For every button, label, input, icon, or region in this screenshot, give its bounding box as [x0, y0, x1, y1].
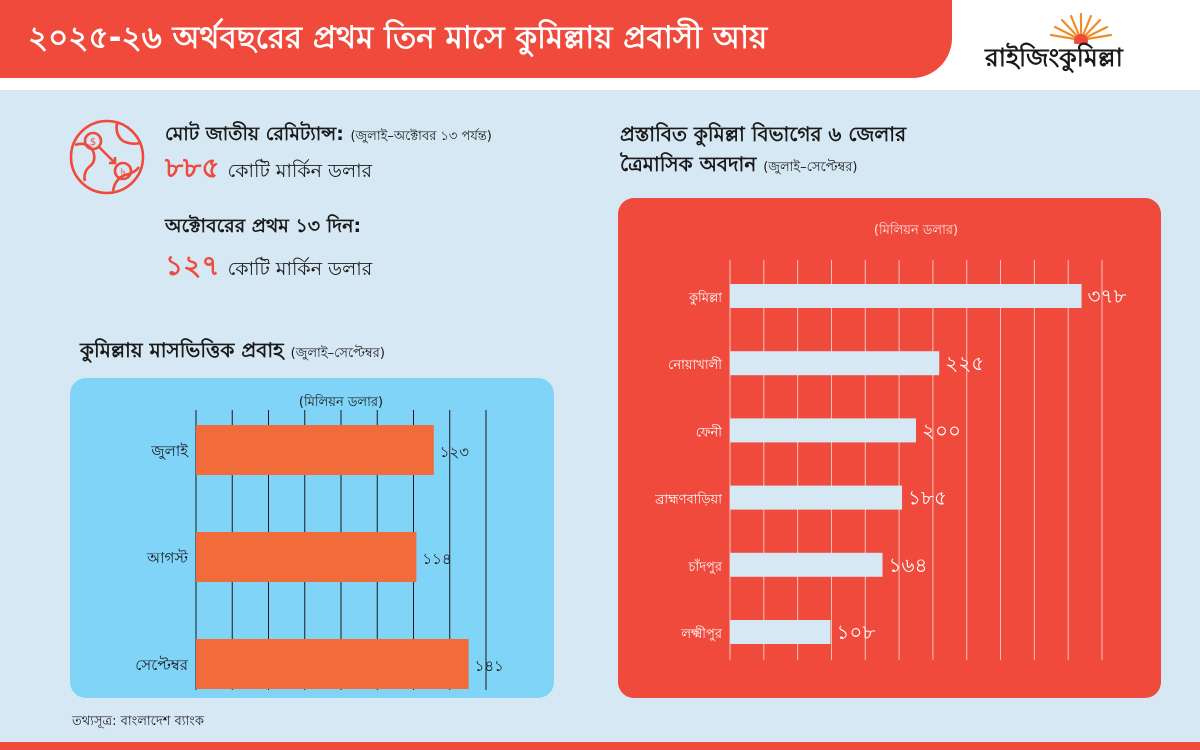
unit-label: (মিলিয়ন ডলার)	[299, 394, 383, 410]
district-chart-title: প্রস্তাবিত কুমিল্লা বিভাগের ৬ জেলার	[620, 122, 907, 146]
district-contribution-chart: (মিলিয়ন ডলার) কুমিল্লা ৩৭৮ নোয়াখালী ২২৫ ফেন…	[654, 222, 1127, 660]
data-source: তথ্যসূত্র: বাংলাদেশ ব্যাংক	[72, 714, 204, 729]
category-label: ফেনী	[696, 424, 723, 440]
value-label: ১১৪	[422, 550, 451, 568]
remittance-globe-icon: $ ৳	[69, 119, 145, 195]
logo-text: রাইজিংকুমিল্লা	[985, 43, 1123, 72]
district-chart-subtitle: (জুলাই–সেপ্টেম্বর)	[763, 160, 858, 175]
bar-2	[730, 351, 940, 376]
value-label: ২২৫	[945, 351, 984, 375]
bottom-rule	[0, 742, 1200, 750]
value-label: ২০০	[922, 418, 961, 442]
bar-4	[730, 485, 903, 510]
monthly-chart-subtitle: (জুলাই–সেপ্টেম্বর)	[290, 346, 385, 361]
total-remittance-unit: কোটি মার্কিন ডলার	[227, 160, 373, 182]
value-label: ১২৩	[440, 443, 469, 461]
district-chart-title-line2: ত্রৈমাসিক অবদান (জুলাই–সেপ্টেম্বর)	[620, 152, 858, 176]
value-label: ১৪১	[475, 657, 504, 675]
value-label: ১৮৫	[908, 486, 947, 510]
october-remittance-unit: কোটি মার্কিন ডলার	[227, 258, 373, 280]
october-remittance-label: অক্টোবরের প্রথম ১৩ দিন:	[165, 215, 362, 237]
category-label: কুমিল্লা	[688, 290, 722, 306]
category-label: আগস্ট	[146, 549, 188, 567]
total-remittance-value: ৮৮৫ কোটি মার্কিন ডলার	[165, 146, 372, 193]
category-label: ব্রাহ্মণবাড়িয়া	[654, 492, 722, 508]
district-chart-panel: (মিলিয়ন ডলার) কুমিল্লা ৩৭৮ নোয়াখালী ২২৫ ফেন…	[618, 198, 1161, 698]
monthly-chart-title: কুমিল্লায় মাসভিত্তিক প্রবাহ (জুলাই–সেপ্…	[80, 338, 385, 362]
value-label: ৩৭৮	[1088, 284, 1127, 308]
bar-3	[196, 639, 469, 689]
bar-3	[730, 418, 916, 443]
october-remittance-number: ১২৭	[165, 249, 220, 282]
category-label: লক্ষ্মীপুর	[680, 626, 723, 642]
total-remittance-label: মোট জাতীয় রেমিট্যান্স: (জুলাই–অক্টোবর ১…	[165, 123, 492, 145]
bar-1	[730, 284, 1082, 308]
category-label: নোয়াখালী	[668, 357, 722, 373]
monthly-flow-chart: (মিলিয়ন ডলার) জুলাই ১২৩ আগস্ট ১১৪ সেপ্টেম্বর…	[135, 394, 504, 690]
bar-1	[196, 425, 434, 475]
october-remittance-value: ১২৭ কোটি মার্কিন ডলার	[165, 244, 372, 291]
bar-2	[196, 532, 417, 582]
value-label: ১৬৪	[889, 553, 928, 577]
bar-6	[730, 620, 831, 644]
title-bar: ২০২৫-২৬ অর্থবছরের প্রথম তিন মাসে কুমিল্ল…	[0, 0, 952, 78]
monthly-chart-panel: (মিলিয়ন ডলার) জুলাই ১২৩ আগস্ট ১১৪ সেপ্টেম্বর…	[70, 378, 554, 698]
category-label: সেপ্টেম্বর	[135, 656, 189, 674]
unit-label: (মিলিয়ন ডলার)	[874, 222, 958, 238]
category-label: চাঁদপুর	[687, 559, 722, 575]
total-remittance-number: ৮৮৫	[165, 151, 220, 184]
svg-text:$: $	[90, 137, 96, 148]
brand-logo[interactable]: রাইজিংকুমিল্লা	[985, 10, 1185, 80]
value-label: ১০৮	[836, 620, 875, 644]
sun-icon	[1049, 12, 1113, 44]
page-title: ২০২৫-২৬ অর্থবছরের প্রথম তিন মাসে কুমিল্ল…	[28, 20, 768, 56]
category-label: জুলাই	[150, 442, 189, 460]
bar-5	[730, 552, 883, 577]
svg-text:৳: ৳	[121, 167, 126, 178]
total-remittance-period: (জুলাই–অক্টোবর ১৩ পর্যন্ত)	[350, 129, 492, 144]
